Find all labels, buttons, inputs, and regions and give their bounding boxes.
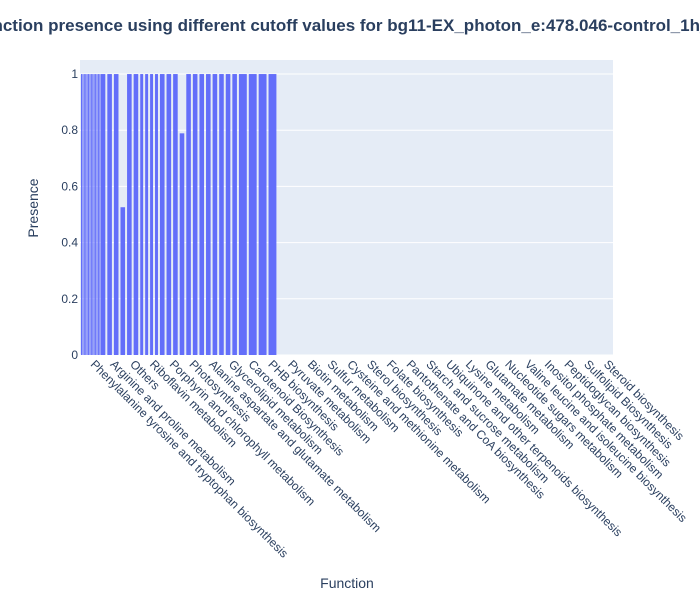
bar xyxy=(133,74,139,356)
bar-group xyxy=(238,74,257,356)
bar xyxy=(258,74,267,356)
bar xyxy=(86,74,88,356)
bar xyxy=(248,74,257,356)
y-tick-label: 0.2 xyxy=(61,292,78,306)
y-axis-title: Presence xyxy=(25,178,41,237)
bar xyxy=(95,74,97,356)
bar xyxy=(268,74,277,356)
bar xyxy=(225,74,231,356)
bar xyxy=(93,74,95,356)
bar xyxy=(206,74,211,356)
bar xyxy=(113,74,119,356)
bar xyxy=(166,74,172,356)
bar xyxy=(99,74,101,356)
bar xyxy=(85,74,87,356)
bar xyxy=(192,74,198,356)
x-axis-title: Function xyxy=(320,575,374,591)
bar-group xyxy=(219,74,237,356)
bar-group xyxy=(81,74,101,356)
bar-group xyxy=(120,74,139,356)
bar xyxy=(90,74,92,356)
y-tick-label: 0.8 xyxy=(61,123,78,137)
bar xyxy=(173,74,178,356)
plot-area xyxy=(80,60,613,355)
bar xyxy=(127,74,132,356)
bar-group xyxy=(179,74,198,356)
y-axis-ticks: 0 0.2 0.4 0.6 0.8 1 xyxy=(61,67,78,362)
bar xyxy=(186,74,191,356)
bar xyxy=(199,74,205,356)
bar xyxy=(159,74,165,356)
bar xyxy=(150,74,154,356)
bar xyxy=(120,207,126,355)
bar xyxy=(219,74,224,356)
bar xyxy=(88,74,90,356)
bar xyxy=(212,74,218,356)
bar xyxy=(97,74,99,356)
bar xyxy=(232,74,237,356)
bar-group xyxy=(140,74,158,356)
bar-group xyxy=(258,74,277,356)
y-tick-label: 0.4 xyxy=(61,236,78,250)
bar xyxy=(140,74,144,356)
y-tick-label: 0 xyxy=(71,348,78,362)
bar xyxy=(89,74,91,356)
bar xyxy=(83,74,85,356)
bar xyxy=(100,74,106,356)
bar-group xyxy=(199,74,218,356)
y-tick-label: 0.6 xyxy=(61,179,78,193)
bar xyxy=(107,74,112,356)
y-tick-label: 1 xyxy=(71,67,78,81)
x-axis-ticks: Phenylalanine tyrosine and tryptophan bi… xyxy=(88,357,690,560)
bar xyxy=(155,74,158,356)
bar xyxy=(82,74,84,356)
bar xyxy=(145,74,149,356)
bar xyxy=(179,133,185,355)
bar-group xyxy=(100,74,119,356)
bar xyxy=(81,74,82,356)
bar xyxy=(238,74,247,356)
bars xyxy=(81,74,277,356)
bar xyxy=(96,74,98,356)
chart-title: Function presence using different cutoff… xyxy=(0,16,700,35)
bar xyxy=(92,74,94,356)
bar-group xyxy=(159,74,178,356)
